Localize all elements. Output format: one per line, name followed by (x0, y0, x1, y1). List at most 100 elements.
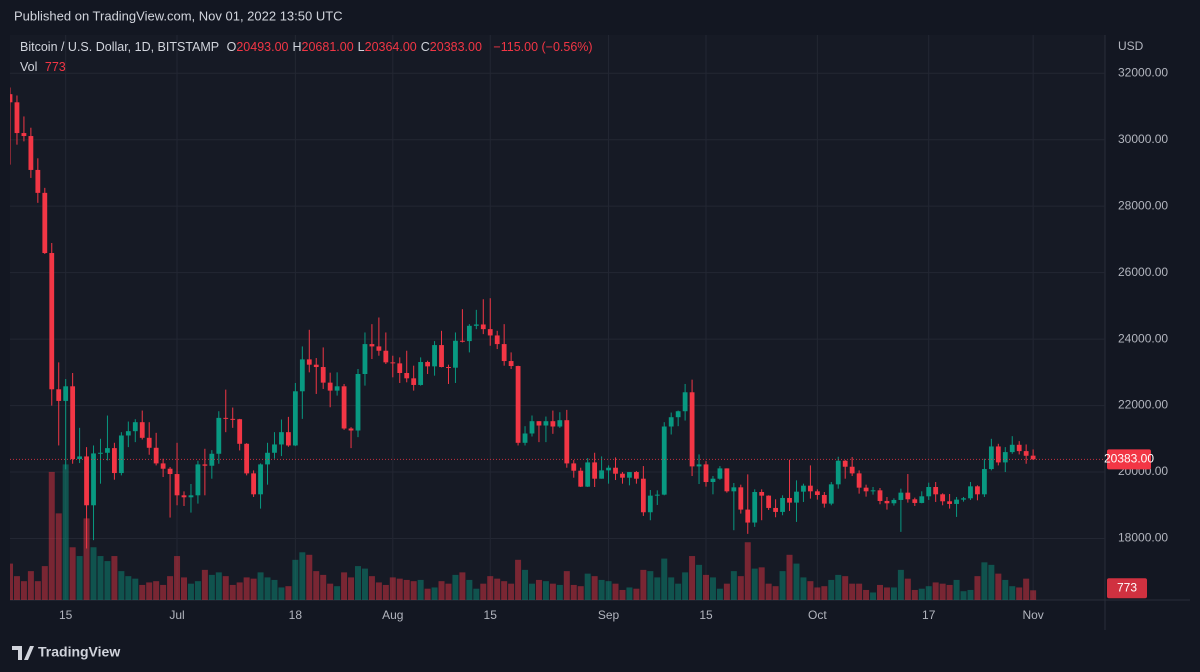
candle-body (634, 472, 639, 479)
volume-bar (139, 584, 146, 600)
candle-body (1002, 452, 1008, 463)
volume-bar (55, 513, 62, 600)
brand: TradingView (38, 644, 120, 660)
candle-body (814, 491, 820, 495)
volume-bar (417, 579, 424, 600)
volume-bar (201, 569, 208, 600)
volume-bar (445, 583, 452, 600)
candle-body (466, 325, 472, 342)
published-note: Published on TradingView.com, Nov 01, 20… (14, 8, 343, 23)
candle-body (306, 359, 312, 365)
volume-bar (452, 574, 459, 600)
candle-body (28, 136, 34, 170)
x-tick-label: Sep (598, 608, 620, 622)
candle-body (174, 474, 180, 496)
volume-bar (410, 581, 417, 600)
candle-body (14, 102, 20, 134)
candle-body (543, 421, 549, 426)
volume-bar (222, 576, 229, 600)
volume-bar (584, 573, 591, 600)
volume-bar (1002, 579, 1009, 600)
field-value: 20493.00 (236, 40, 289, 54)
candle-body (327, 382, 333, 391)
candle-body (460, 340, 465, 342)
candle-body (313, 364, 319, 368)
volume-bar (181, 577, 187, 600)
volume-bar (167, 576, 174, 600)
candle-body (390, 362, 396, 364)
volume-bar (981, 562, 988, 600)
candle-body (1009, 444, 1015, 453)
candle-body (773, 507, 778, 512)
candle-body (425, 362, 430, 367)
candle-body (125, 431, 131, 436)
volume-bar (577, 586, 584, 600)
x-tick-label: Aug (382, 608, 403, 622)
volume-bar (438, 581, 445, 600)
field-value: 20364.00 (364, 40, 417, 54)
volume-bar (257, 572, 264, 600)
volume-bar (800, 577, 807, 600)
candle-body (696, 464, 702, 467)
volume-bar (668, 577, 675, 600)
volume-bar (501, 581, 508, 600)
volume-bar (877, 584, 883, 600)
candle-body (508, 361, 514, 367)
ohlc-fields: O20493.00 H20681.00 L20364.00 C20383.00 (227, 40, 486, 54)
volume-bar (174, 556, 181, 600)
volume-bar (236, 582, 243, 600)
volume-bar (967, 589, 974, 600)
volume-bar (480, 583, 487, 600)
field-key: H (292, 40, 302, 54)
plot-background (10, 35, 1105, 600)
candle-body (863, 487, 869, 492)
candle-body (870, 490, 876, 492)
volume-bar (716, 588, 723, 600)
candle-body (132, 422, 138, 432)
volume-bar (849, 583, 856, 600)
x-tick-label: 18 (289, 608, 303, 622)
volume-bar (459, 572, 466, 600)
y-tick-label: 22000.00 (1118, 398, 1168, 412)
candle-body (341, 386, 347, 429)
volume-bar (215, 572, 222, 600)
volume-bar (814, 587, 821, 600)
candle-body (418, 362, 424, 385)
y-tick-label: 32000.00 (1118, 65, 1168, 79)
volume-bar (598, 579, 605, 600)
candle-body (724, 468, 730, 492)
volume-bar (682, 572, 689, 600)
candle-body (411, 378, 417, 385)
volume-bar (696, 564, 703, 600)
volume-bar (361, 568, 368, 600)
candle-body (627, 472, 632, 478)
volume-bar (807, 581, 814, 600)
volume-bar (111, 556, 118, 600)
candle-body (299, 359, 305, 392)
volume-bar (327, 583, 334, 600)
volume-legend: Vol 773 (20, 60, 70, 74)
volume-bar (396, 578, 403, 600)
candle-body (585, 462, 591, 487)
volume-bar (703, 574, 709, 600)
candle-body (404, 373, 410, 379)
candle-body (640, 478, 646, 513)
candle-body (599, 470, 604, 479)
volume-bar (654, 577, 661, 600)
volume-bar (925, 586, 932, 600)
candle-body (84, 456, 89, 506)
volume-bar (424, 588, 431, 600)
candle-body (759, 491, 765, 496)
candle-body (77, 456, 82, 460)
volume-bar (20, 581, 27, 600)
candle-body (230, 418, 236, 420)
candle-body (745, 509, 751, 523)
volume-bar (194, 581, 201, 600)
candle-body (153, 447, 159, 464)
volume-bar (640, 569, 647, 600)
volume-bar (1030, 590, 1037, 600)
candle-body (689, 392, 695, 467)
volume-bar (995, 573, 1002, 600)
volume-bar (334, 586, 341, 600)
volume-bar (243, 577, 250, 600)
